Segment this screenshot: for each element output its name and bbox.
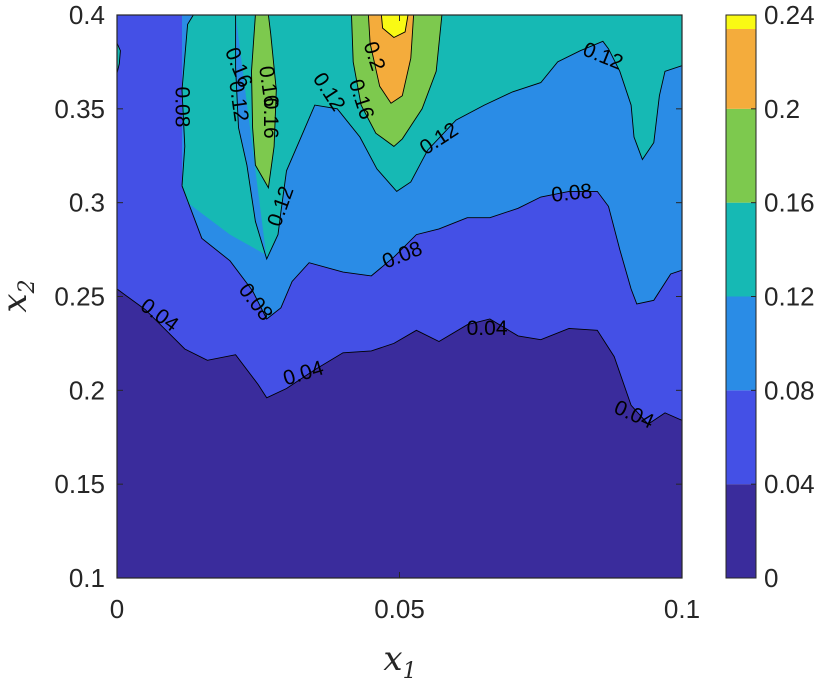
colorbar-tick-label: 0.04	[764, 469, 815, 499]
colorbar-band	[726, 390, 756, 485]
colorbar-tick-label: 0.16	[764, 188, 815, 218]
y-tick-label: 0.15	[54, 469, 105, 499]
colorbar-band	[726, 108, 756, 203]
contour-line-0.16	[351, 15, 443, 147]
colorbar-tick-label: 0.12	[764, 282, 815, 312]
contour-line-0.24	[380, 15, 409, 39]
band-0.20-0.24	[368, 15, 414, 104]
contour-line-layer	[117, 15, 682, 425]
contour-line-0.08	[181, 185, 682, 320]
contour-label: 0.08	[550, 180, 593, 207]
x-axis-label: x1	[383, 639, 416, 681]
band-0.16-0.20-left	[251, 15, 277, 188]
contour-line-0.2	[367, 15, 415, 104]
x-tick-label: 0	[110, 594, 124, 624]
contour-label: 0.08	[170, 87, 193, 128]
colorbar-band-top	[726, 15, 756, 29]
y-tick-label: 0.35	[54, 94, 105, 124]
colorbar-band	[726, 202, 756, 297]
band-0.12-0.16	[182, 15, 682, 259]
contour-label: 0.16	[259, 98, 282, 139]
contour-label: 0.16	[254, 64, 282, 108]
contour-label: 0.12	[224, 79, 252, 123]
colorbar-tick-label: 0	[764, 563, 778, 593]
band-0.12-0.16-edge	[117, 43, 121, 74]
contour-fill-layer	[117, 15, 682, 578]
y-axis-label: x2	[0, 279, 40, 312]
colorbar-tick-label: 0.08	[764, 375, 815, 405]
colorbar-tick-label: 0.24	[764, 0, 815, 30]
y-tick-label: 0.1	[69, 563, 105, 593]
colorbar: 0 0.04 0.08 0.12 0.16 0.2 0.24	[725, 0, 815, 593]
axes-layer: 0 0.05 0.1 0.1 0.15 0.2 0.25 0.3 0.35 0.4	[54, 0, 700, 624]
contour-line-0.12	[235, 15, 682, 261]
colorbar-band	[726, 296, 756, 391]
colorbar-tick-label: 0.2	[764, 94, 800, 124]
colorbar-band	[726, 484, 756, 578]
contour-line-0.16	[251, 15, 277, 190]
y-tick-label: 0.3	[69, 188, 105, 218]
contour-line-0.12	[181, 15, 194, 186]
x-tick-label: 0.1	[664, 594, 700, 624]
contour-line-0.12	[117, 43, 121, 74]
colorbar-band	[726, 15, 756, 109]
y-tick-label: 0.4	[69, 0, 105, 30]
plot-area: 0.040.040.040.040.080.080.080.080.120.12…	[117, 15, 682, 578]
y-tick-label: 0.25	[54, 282, 105, 312]
x-tick-label: 0.05	[374, 594, 425, 624]
contour-line-0.04	[117, 288, 682, 425]
contour-label: 0.04	[467, 317, 508, 340]
y-tick-label: 0.2	[69, 375, 105, 405]
band-0.24-plus	[381, 15, 408, 38]
